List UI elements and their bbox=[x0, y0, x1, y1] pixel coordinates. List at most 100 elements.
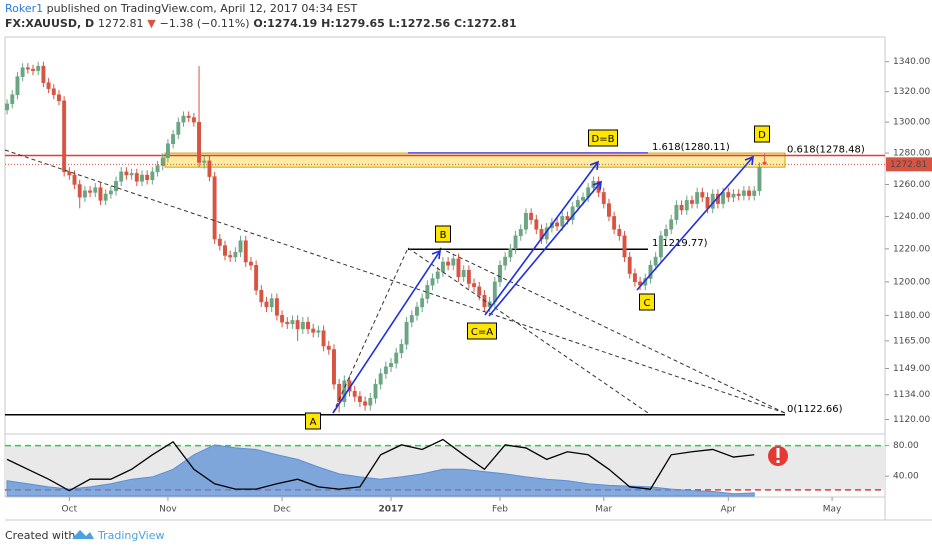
y-tick-label: 1300.00 bbox=[893, 118, 930, 128]
candle-body bbox=[264, 301, 269, 308]
candle-body bbox=[269, 298, 274, 308]
candle-body bbox=[62, 100, 67, 173]
arrow-head bbox=[744, 155, 754, 166]
candle-body bbox=[93, 187, 98, 193]
y-tick-label: 1200.00 bbox=[893, 277, 930, 287]
candle-body bbox=[186, 115, 191, 118]
candle-body bbox=[311, 328, 316, 333]
candle-body bbox=[306, 321, 310, 330]
drawings bbox=[4, 149, 788, 466]
candle-body bbox=[669, 219, 674, 230]
candle-body bbox=[243, 240, 248, 263]
candle-body bbox=[632, 273, 637, 283]
candle-body bbox=[51, 88, 56, 95]
candle-body bbox=[119, 171, 124, 182]
osc-area bbox=[6, 444, 755, 497]
candle-body bbox=[461, 269, 466, 278]
y-tick-label: 40.00 bbox=[893, 472, 919, 482]
arrow bbox=[332, 250, 441, 414]
annotation: D bbox=[758, 130, 766, 141]
y-tick-label: 1240.00 bbox=[893, 212, 930, 222]
candle-body bbox=[357, 396, 362, 403]
candle-body bbox=[46, 82, 51, 89]
candle-body bbox=[575, 200, 580, 208]
candle-body bbox=[103, 193, 108, 201]
author: Roker1 published on TradingView.com, Apr… bbox=[5, 2, 358, 15]
candle-body bbox=[77, 184, 82, 198]
last-price-tag bbox=[886, 157, 932, 172]
annotation: C=A bbox=[471, 327, 493, 338]
candle-body bbox=[653, 256, 658, 266]
published: published on TradingView.com, April 12, … bbox=[47, 2, 358, 15]
candle-body bbox=[363, 401, 368, 406]
candle-body bbox=[555, 222, 560, 227]
candle-body bbox=[295, 320, 300, 330]
candle-body bbox=[560, 216, 565, 227]
annotation: C bbox=[644, 298, 651, 309]
down-arrow: ▼ bbox=[147, 17, 156, 30]
y-tick-label: 1180.00 bbox=[893, 311, 930, 321]
candle-body bbox=[446, 261, 451, 266]
candle-body bbox=[274, 298, 279, 316]
candle-body bbox=[456, 258, 461, 278]
logo bbox=[72, 530, 94, 539]
arrow bbox=[484, 161, 599, 316]
change: −1.38 (−0.11%) bbox=[160, 17, 250, 30]
candle-body bbox=[326, 345, 331, 350]
x-tick-label: Oct bbox=[62, 505, 78, 515]
y-tick-label: 1220.00 bbox=[893, 244, 930, 254]
x-tick-label: Mar bbox=[595, 505, 612, 515]
candle-body bbox=[134, 173, 139, 182]
candle-body bbox=[617, 229, 622, 237]
last-price-label: 1272.81 bbox=[890, 160, 927, 170]
candle-body bbox=[690, 200, 694, 204]
candle-body bbox=[394, 352, 399, 364]
candle-body bbox=[440, 261, 445, 273]
candle-body bbox=[352, 390, 357, 397]
annotation: A bbox=[310, 417, 317, 428]
candle-body bbox=[20, 67, 25, 77]
candle-body bbox=[373, 383, 378, 399]
candle-body bbox=[82, 190, 87, 198]
candle-body bbox=[664, 229, 668, 237]
annotation-box bbox=[754, 125, 770, 143]
candle-body bbox=[57, 94, 61, 102]
price: 1272.81 bbox=[98, 17, 144, 30]
candle-body bbox=[217, 238, 222, 246]
candle-body bbox=[399, 344, 404, 354]
candle-body bbox=[228, 255, 233, 258]
x-tick-label: Dec bbox=[273, 505, 290, 515]
high: H:1279.65 bbox=[321, 17, 385, 30]
candle-body bbox=[518, 229, 523, 237]
candle-body bbox=[321, 330, 326, 347]
candle-body bbox=[108, 190, 113, 195]
trend-line bbox=[439, 247, 786, 414]
candle-body bbox=[736, 193, 741, 196]
footer: Created with TradingView bbox=[5, 529, 164, 542]
alert-mark bbox=[776, 448, 780, 458]
x-tick-label: May bbox=[823, 505, 842, 515]
candle-body bbox=[67, 171, 72, 176]
candle-body bbox=[72, 174, 77, 185]
candle-body bbox=[721, 192, 726, 204]
candle-body bbox=[181, 115, 186, 123]
candle-body bbox=[300, 321, 305, 330]
symbol: FX:XAUUSD, D bbox=[5, 17, 94, 30]
candle-body bbox=[404, 321, 409, 345]
arrow-head bbox=[431, 249, 441, 260]
candle-body bbox=[124, 171, 129, 176]
arrow bbox=[488, 181, 602, 317]
candle-body bbox=[607, 203, 611, 217]
candle-body bbox=[238, 240, 243, 253]
annotation: D=B bbox=[592, 134, 615, 145]
x-tick-label: Nov bbox=[159, 505, 177, 515]
candle-body bbox=[435, 271, 440, 279]
open: O:1274.19 bbox=[253, 17, 317, 30]
candle-body bbox=[389, 363, 393, 368]
created-with: Created with bbox=[5, 529, 75, 542]
candle-body bbox=[285, 321, 290, 325]
author-name: Roker1 bbox=[5, 2, 43, 15]
candle-body bbox=[290, 320, 295, 325]
candle-body bbox=[674, 204, 679, 220]
arrows bbox=[332, 155, 754, 414]
